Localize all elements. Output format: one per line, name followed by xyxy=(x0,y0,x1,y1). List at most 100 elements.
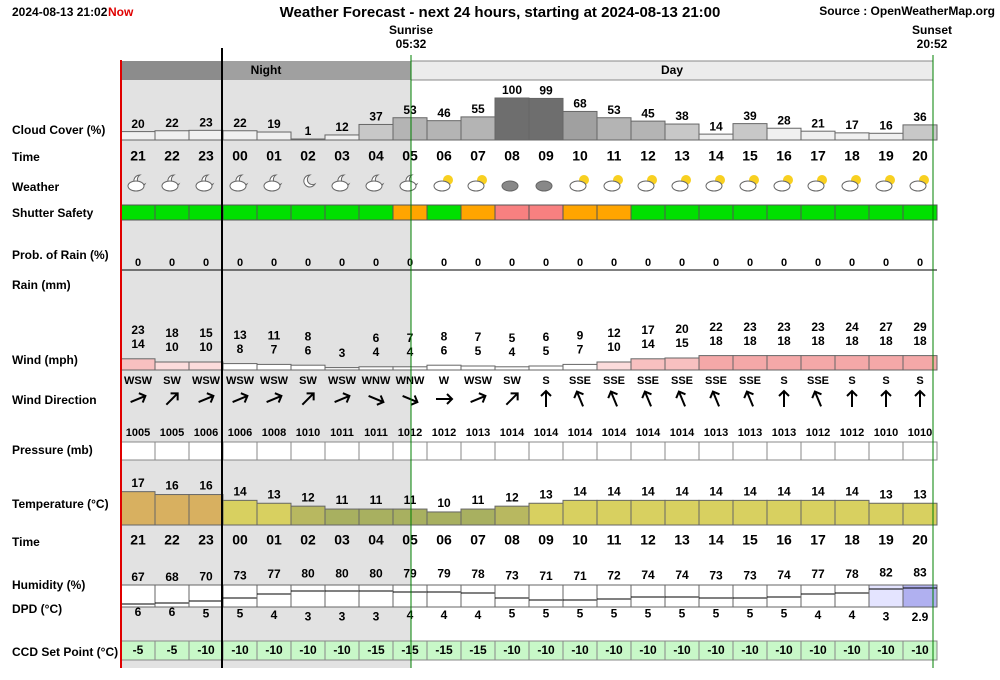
row-label: Time xyxy=(12,535,40,549)
cell-value: 9 xyxy=(577,329,584,343)
cell-value: 14 xyxy=(641,337,655,351)
cloud-bar xyxy=(732,123,768,141)
row-label: Time xyxy=(12,150,40,164)
cell-value: 12 xyxy=(640,532,656,548)
cell-value: 13 xyxy=(267,487,281,501)
cell-value: 01 xyxy=(266,532,282,548)
temperature-bar xyxy=(494,505,530,526)
cloud-bar xyxy=(426,120,462,141)
wind-bar xyxy=(800,355,836,371)
row-label: Prob. of Rain (%) xyxy=(12,248,109,262)
cell-value: 4 xyxy=(441,608,448,622)
cell-value: 05 xyxy=(402,532,418,548)
cell-value: 11 xyxy=(370,493,383,507)
cell-value: -10 xyxy=(809,643,827,657)
cell-value: 18 xyxy=(811,334,825,348)
cell-value: 83 xyxy=(913,565,927,579)
cell-value: 04 xyxy=(368,532,384,548)
cell-value: 11 xyxy=(607,148,622,164)
cell-value: 13 xyxy=(674,148,690,164)
cell-value: 22 xyxy=(233,116,247,130)
cell-value: 08 xyxy=(504,148,520,164)
cell-value: 20 xyxy=(675,322,689,336)
cell-value: 11 xyxy=(472,493,485,507)
cell-value: SW xyxy=(299,375,317,387)
cell-value: 17 xyxy=(641,323,655,337)
row-label: Cloud Cover (%) xyxy=(12,123,105,137)
cell-value: 16 xyxy=(199,479,213,493)
pressure-cell xyxy=(596,441,632,461)
temperature-bar xyxy=(426,511,462,526)
temperature-bar xyxy=(664,499,700,526)
cell-value: 22 xyxy=(164,532,180,548)
cell-value: 0 xyxy=(305,257,311,269)
cell-value: 17 xyxy=(810,148,826,164)
cell-value: 09 xyxy=(538,148,554,164)
cell-value: 5 xyxy=(203,607,210,621)
shutter-cell xyxy=(188,204,224,221)
wind-bar xyxy=(766,355,802,371)
wind-arrow xyxy=(165,392,179,406)
humidity-cell xyxy=(698,584,734,608)
cell-value: -10 xyxy=(299,643,317,657)
cell-value: 19 xyxy=(267,117,281,131)
cell-value: -15 xyxy=(401,643,419,657)
cell-value: 3 xyxy=(339,610,346,624)
cloud-bar xyxy=(596,117,632,141)
cell-value: 18 xyxy=(709,334,723,348)
temperature-bar xyxy=(902,502,938,526)
shutter-cell xyxy=(494,204,530,221)
cell-value: 6 xyxy=(543,330,550,344)
cell-value: -10 xyxy=(605,643,623,657)
pressure-cell xyxy=(426,441,462,461)
humidity-cell xyxy=(868,584,904,608)
cloud-bar xyxy=(460,116,496,141)
wind-bar xyxy=(392,366,428,371)
cell-value: 27 xyxy=(879,320,893,334)
cell-value: 80 xyxy=(335,566,349,580)
cell-value: 21 xyxy=(811,116,825,130)
wind-arrow xyxy=(436,393,454,405)
cell-value: 0 xyxy=(203,257,209,269)
cell-value: 17 xyxy=(131,476,145,490)
temperature-bar xyxy=(290,505,326,526)
cell-value: 79 xyxy=(403,567,417,581)
cell-value: 23 xyxy=(199,116,213,130)
cell-value: 16 xyxy=(879,118,893,132)
day-label: Day xyxy=(661,63,683,77)
cell-value: 12 xyxy=(505,490,519,504)
cell-value: 05 xyxy=(402,148,418,164)
cell-value: 74 xyxy=(675,568,689,582)
cell-value: S xyxy=(848,375,855,387)
sunset-time: 20:52 xyxy=(917,37,948,51)
cell-value: 1005 xyxy=(160,427,184,439)
arrow xyxy=(641,390,652,407)
cell-value: 13 xyxy=(913,487,927,501)
humidity-cell xyxy=(222,584,258,608)
cell-value: 16 xyxy=(165,479,179,493)
cell-value: W xyxy=(439,375,450,387)
pressure-cell xyxy=(222,441,258,461)
wind-bar xyxy=(868,355,904,371)
arrow xyxy=(846,389,858,407)
wind-bar xyxy=(290,364,326,371)
cloud-icon xyxy=(739,180,757,192)
cell-value: 7 xyxy=(475,330,482,344)
row-label: Temperature (°C) xyxy=(12,497,109,511)
cloud-icon xyxy=(909,180,927,192)
cell-value: 0 xyxy=(373,257,379,269)
cell-value: 21 xyxy=(130,532,146,548)
cell-value: 6 xyxy=(169,605,176,619)
cell-value: 18 xyxy=(844,148,860,164)
pressure-cell xyxy=(766,441,802,461)
cell-value: 77 xyxy=(811,567,825,581)
cell-value: 18 xyxy=(743,334,757,348)
cell-value: WSW xyxy=(464,375,493,387)
cell-value: 13 xyxy=(879,487,893,501)
shutter-cell xyxy=(868,204,904,221)
cell-value: 18 xyxy=(845,334,859,348)
pressure-cell xyxy=(494,441,530,461)
shutter-cell xyxy=(562,204,598,221)
cloud-bar xyxy=(834,132,870,141)
shutter-cell xyxy=(698,204,734,221)
